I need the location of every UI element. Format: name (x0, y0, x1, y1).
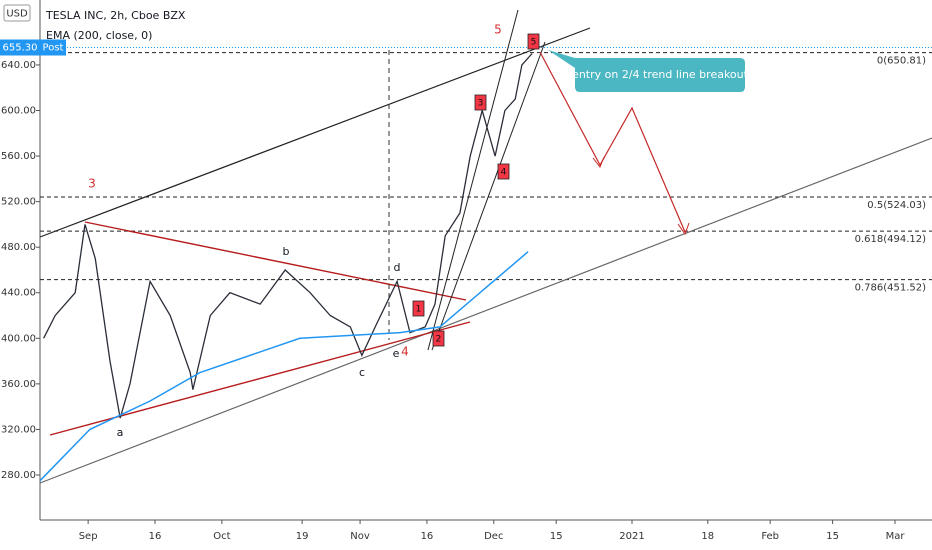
session-tag (40, 39, 66, 56)
wave-box (497, 163, 510, 180)
fib-label: 0(650.81) (877, 56, 926, 67)
y-tick-label: 320.00 (1, 424, 36, 435)
currency: USD (6, 9, 28, 20)
wave-label: c (359, 366, 365, 379)
x-tick-label: 16 (149, 531, 162, 542)
y-tick-label: 400.00 (1, 333, 36, 344)
fib-label: 0.618(494.12) (855, 234, 927, 245)
y-tick-label: 520.00 (1, 197, 36, 208)
wave-box-label: 1 (416, 305, 422, 315)
price-line (43, 53, 533, 419)
y-tick-label: 480.00 (1, 242, 36, 253)
x-tick-label: 15 (550, 531, 563, 542)
fib-label: 0.786(451.52) (855, 283, 927, 294)
fib-label: 0.5(524.03) (867, 200, 926, 211)
y-tick-label: 360.00 (1, 379, 36, 390)
y-tick-label: 280.00 (1, 470, 36, 481)
last-price: 655.30 (3, 43, 38, 54)
wave-box (432, 330, 445, 347)
ema-line (39, 251, 529, 482)
wave-box-label: 3 (478, 99, 484, 109)
wave-label: b (283, 245, 290, 258)
wave-label: a (117, 426, 124, 439)
x-tick-label: 18 (701, 531, 714, 542)
wave-box (527, 33, 540, 50)
x-tick-label: Mar (886, 531, 906, 542)
lower-channel (39, 137, 932, 484)
wave-label: 3 (88, 177, 96, 191)
x-tick-label: Nov (350, 531, 370, 542)
grid (40, 47, 932, 281)
impulse-channel-right (431, 41, 546, 351)
x-tick-label: Dec (484, 531, 503, 542)
currency-box (3, 4, 31, 22)
arrow-head (592, 156, 605, 168)
y-tick-label: 600.00 (1, 105, 36, 116)
marks (39, 53, 533, 482)
y-tick-label: 640.00 (1, 60, 36, 71)
callout-text: entry on 2/4 trend line breakout (572, 68, 749, 81)
callout-box (548, 50, 745, 92)
x-tick-label: 15 (826, 531, 839, 542)
wave-box-label: 4 (501, 168, 507, 178)
wave-label: 5 (494, 23, 502, 37)
y-tick-label: 560.00 (1, 151, 36, 162)
wave-box-label: 5 (531, 38, 537, 48)
wave-box-label: 2 (436, 335, 442, 345)
y-tick-label: 440.00 (1, 288, 36, 299)
wave-label: 4 (401, 345, 409, 359)
x-tick-label: 2021 (619, 531, 644, 542)
x-tick-label: 19 (296, 531, 309, 542)
last-price-tag (0, 39, 40, 56)
x-tick-label: Feb (761, 531, 779, 542)
x-tick-label: Sep (79, 531, 98, 542)
impulse-channel-left (427, 9, 519, 351)
session: Post (43, 43, 64, 54)
wave-label: e (393, 347, 400, 360)
arrow-head (677, 222, 690, 236)
projection-path (539, 51, 686, 233)
x-tick-label: Oct (213, 531, 230, 542)
upper-channel (39, 27, 591, 238)
wave-box (474, 94, 487, 111)
x-tick-label: 16 (421, 531, 434, 542)
indicator-label: EMA (200, close, 0) (46, 29, 152, 42)
wave-box (412, 300, 425, 317)
wave-label: d (394, 261, 401, 274)
triangle-upper (84, 221, 467, 301)
chart-title: TESLA INC, 2h, Cboe BZX (45, 9, 186, 22)
